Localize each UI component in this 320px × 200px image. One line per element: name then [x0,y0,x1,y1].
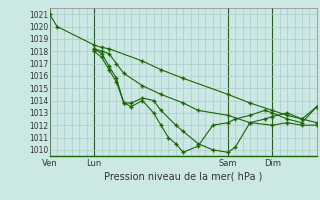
X-axis label: Pression niveau de la mer( hPa ): Pression niveau de la mer( hPa ) [104,172,262,182]
